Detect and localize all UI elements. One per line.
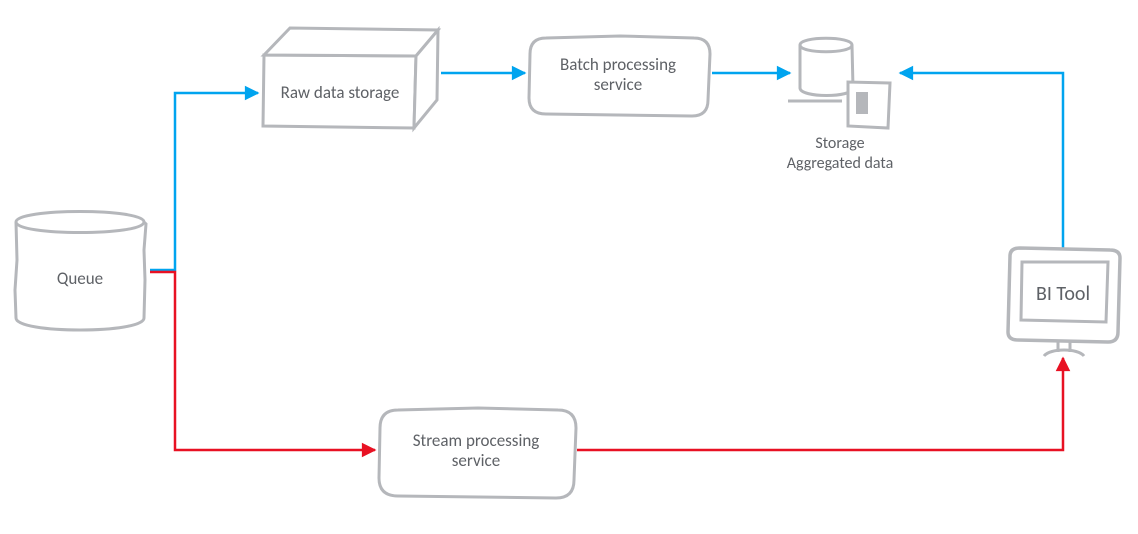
stream-label-2: service [452,450,500,471]
edge-stream-to-bi [577,358,1063,450]
node-bi-tool: BI Tool [1008,248,1120,356]
node-raw-storage: Raw data storage [263,28,438,128]
node-storage-aggregated: Storage Aggregated data [787,38,893,173]
queue-label: Queue [57,268,103,289]
storage-label-2: Aggregated data [787,154,893,173]
edge-bi-to-storage [900,73,1063,250]
bi-label: BI Tool [1036,282,1090,306]
architecture-diagram: Queue Raw data storage Batch processing … [0,0,1138,534]
node-queue: Queue [15,212,146,331]
edge-queue-to-raw [150,93,258,270]
node-stream-service: Stream processing service [379,408,576,498]
edge-queue-to-stream [150,272,375,450]
stream-label-1: Stream processing [413,430,540,451]
storage-label-1: Storage [815,134,864,153]
batch-label-2: service [594,74,642,95]
node-batch-service: Batch processing service [529,36,710,116]
raw-storage-label: Raw data storage [281,82,400,103]
batch-label-1: Batch processing [560,54,676,75]
